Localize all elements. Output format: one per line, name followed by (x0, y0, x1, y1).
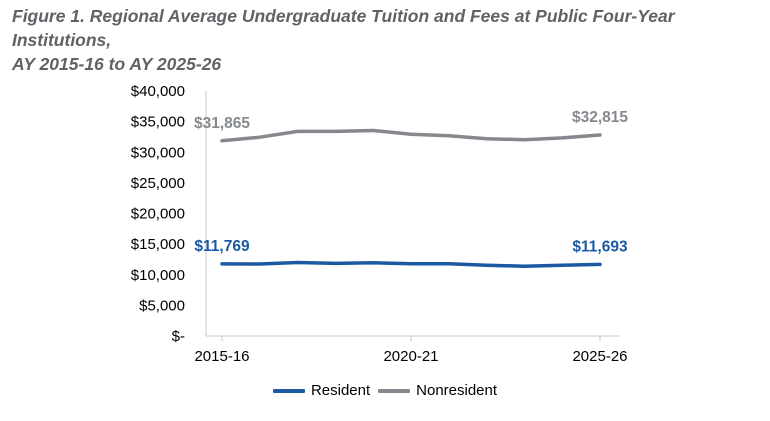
chart-series (220, 128, 602, 268)
x-tick-label: 2025-26 (572, 348, 627, 365)
data-label-nonresident: $31,865 (194, 115, 250, 132)
x-tick-label: 2015-16 (194, 348, 249, 365)
x-tick-label: 2020-21 (383, 348, 438, 365)
series-line-nonresident (220, 128, 602, 143)
chart-title-line-1: Figure 1. Regional Average Undergraduate… (12, 6, 675, 50)
line-chart: $- $5,000 $10,000 $15,000 $20,000 $25,000 $30,… (131, 83, 629, 365)
chart-title: Figure 1. Regional Average Undergraduate… (12, 4, 762, 76)
chart-axes: $- $5,000 $10,000 $15,000 $20,000 $25,000 $30,… (131, 83, 628, 365)
legend-item-nonresident: Nonresident (378, 382, 497, 399)
y-tick-label: $30,000 (131, 144, 185, 161)
y-tick-label: $40,000 (131, 83, 185, 100)
legend-label-resident: Resident (310, 382, 371, 399)
data-label-resident: $11,693 (572, 238, 628, 255)
chart-data-labels: $11,769 $11,693 $31,865 $32,815 (194, 109, 628, 255)
y-tick-label: $15,000 (131, 236, 185, 253)
data-label-nonresident: $32,815 (572, 109, 628, 126)
y-tick-label: $10,000 (131, 267, 185, 284)
data-label-resident: $11,769 (194, 238, 250, 255)
legend-swatch-nonresident (378, 388, 411, 393)
y-tick-label: $- (172, 328, 185, 345)
chart-title-line-2: AY 2015-16 to AY 2025-26 (12, 54, 222, 74)
series-line-resident (220, 260, 602, 268)
y-tick-label: $20,000 (131, 206, 185, 223)
legend-swatch-resident (272, 388, 305, 393)
y-tick-label: $25,000 (131, 175, 185, 192)
legend-label-nonresident: Nonresident (416, 382, 498, 399)
legend-item-resident: Resident (272, 382, 371, 399)
chart-legend: Resident Nonresident (0, 382, 770, 399)
y-tick-label: $5,000 (139, 297, 185, 314)
y-tick-label: $35,000 (131, 114, 185, 131)
